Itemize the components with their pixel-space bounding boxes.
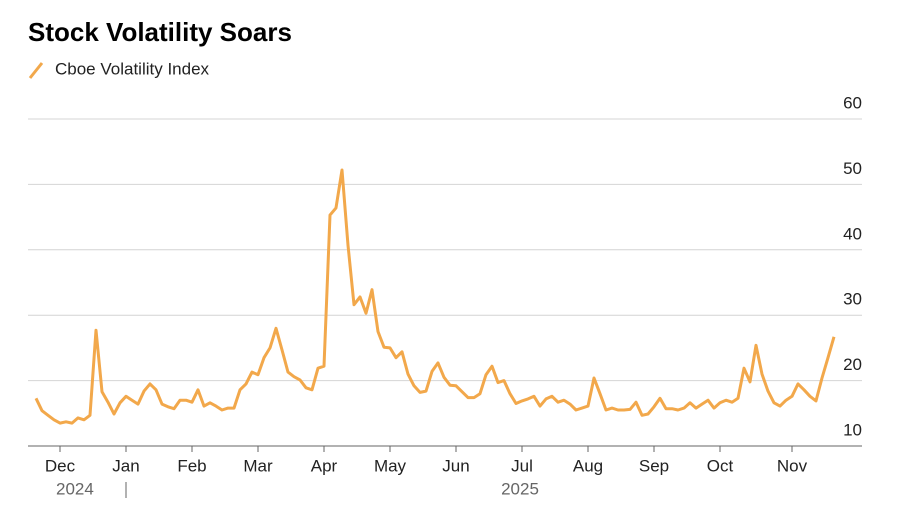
year-label: 2025 bbox=[501, 479, 539, 498]
y-tick-label: 50 bbox=[843, 159, 862, 178]
x-tick-label: Jun bbox=[442, 456, 469, 475]
x-tick-label: May bbox=[374, 456, 407, 475]
y-tick-label: 20 bbox=[843, 355, 862, 374]
x-tick-label: Apr bbox=[311, 456, 338, 475]
y-tick-label: 60 bbox=[843, 93, 862, 112]
x-tick-label: Jan bbox=[112, 456, 139, 475]
x-tick-label: Feb bbox=[177, 456, 206, 475]
y-tick-label: 10 bbox=[843, 420, 862, 439]
x-tick-label: Mar bbox=[243, 456, 273, 475]
legend-swatch bbox=[28, 62, 44, 79]
x-tick-label: Dec bbox=[45, 456, 76, 475]
y-tick-label: 30 bbox=[843, 290, 862, 309]
chart-title: Stock Volatility Soars bbox=[28, 17, 292, 47]
series-line bbox=[34, 168, 836, 425]
legend-label: Cboe Volatility Index bbox=[55, 59, 210, 78]
y-tick-label: 40 bbox=[843, 224, 862, 243]
x-tick-label: Nov bbox=[777, 456, 808, 475]
year-label: 2024 bbox=[56, 479, 94, 498]
x-tick-label: Sep bbox=[639, 456, 669, 475]
x-tick-label: Aug bbox=[573, 456, 603, 475]
x-tick-label: Oct bbox=[707, 456, 734, 475]
x-tick-label: Jul bbox=[511, 456, 533, 475]
